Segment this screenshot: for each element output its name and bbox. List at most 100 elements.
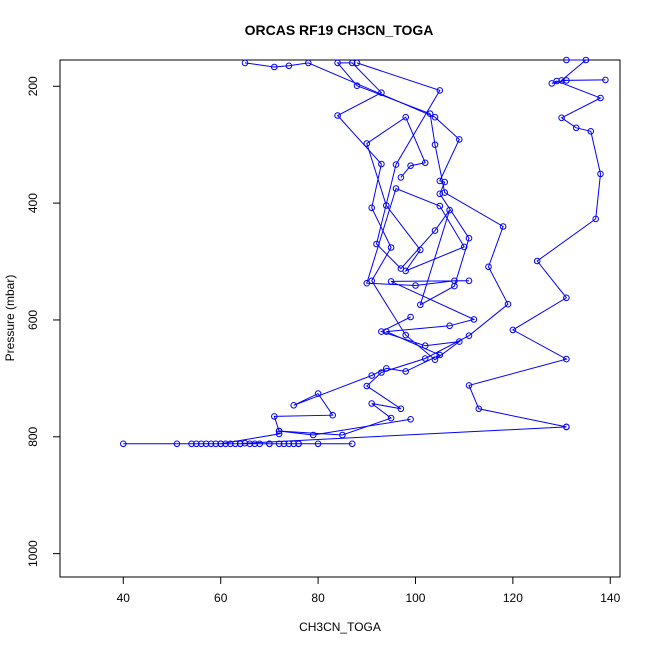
- data-point: [563, 355, 570, 363]
- y-axis: 200 400 600 800 1000: [26, 76, 61, 567]
- data-point: [246, 440, 254, 448]
- series-layer: [120, 56, 609, 448]
- data-point: [227, 440, 234, 448]
- x-tick-label: 140: [600, 591, 620, 605]
- data-point: [348, 440, 356, 448]
- data-point: [421, 355, 429, 362]
- data-point: [431, 113, 439, 121]
- data-point: [417, 246, 424, 254]
- y-tick-label: 600: [26, 310, 40, 330]
- data-point: [407, 416, 414, 423]
- data-point: [271, 413, 278, 420]
- data-point: [572, 124, 580, 132]
- data-point: [309, 431, 317, 439]
- data-point: [563, 423, 570, 431]
- series-line: [468, 59, 606, 428]
- data-point: [334, 112, 341, 119]
- data-point: [232, 440, 239, 448]
- data-point: [402, 113, 410, 121]
- data-point: [597, 170, 604, 178]
- data-point: [222, 440, 229, 448]
- data-point: [417, 301, 424, 309]
- data-point: [353, 82, 361, 89]
- data-point: [290, 440, 298, 448]
- data-point: [339, 431, 346, 439]
- x-tick-label: 120: [503, 591, 523, 605]
- data-point: [202, 440, 210, 448]
- data-point: [251, 440, 259, 448]
- data-point: [499, 223, 507, 230]
- data-point: [193, 440, 200, 448]
- data-point: [266, 440, 273, 448]
- data-point: [602, 76, 609, 84]
- data-point: [582, 56, 590, 64]
- data-point: [456, 136, 463, 143]
- y-tick-label: 800: [26, 426, 40, 446]
- data-point: [378, 160, 385, 168]
- data-point: [446, 206, 453, 214]
- data-point: [407, 162, 414, 169]
- data-point: [563, 56, 570, 64]
- data-point: [290, 402, 298, 409]
- data-point: [485, 263, 492, 271]
- data-point: [241, 59, 249, 67]
- data-point: [558, 77, 565, 84]
- data-point: [363, 140, 371, 147]
- data-point: [533, 257, 541, 265]
- x-tick-label: 40: [117, 591, 131, 605]
- series-2: [241, 59, 473, 309]
- data-point: [295, 440, 302, 448]
- x-axis-label: CH3CN_TOGA: [299, 620, 381, 634]
- data-point: [402, 267, 410, 275]
- data-point: [348, 59, 356, 67]
- y-tick-label: 200: [26, 76, 40, 96]
- data-point: [465, 277, 473, 285]
- data-point: [285, 440, 293, 448]
- y-tick-label: 400: [26, 193, 40, 213]
- data-point: [563, 294, 570, 302]
- data-point: [431, 141, 439, 148]
- series-3: [271, 113, 478, 439]
- y-axis-label: Pressure (mbar): [3, 275, 17, 362]
- data-point: [383, 365, 390, 372]
- data-point: [363, 279, 371, 287]
- x-tick-label: 60: [214, 591, 228, 605]
- series-4: [465, 56, 609, 431]
- data-point: [456, 338, 463, 345]
- data-point: [256, 440, 264, 448]
- data-point: [470, 316, 478, 323]
- data-point: [363, 382, 371, 390]
- y-tick-label: 1000: [26, 540, 40, 567]
- data-point: [383, 328, 390, 335]
- data-point: [475, 405, 483, 413]
- x-axis: 40 60 80 100 120 140: [117, 576, 621, 605]
- data-point: [392, 185, 400, 192]
- data-point: [402, 331, 410, 339]
- data-point: [217, 440, 224, 448]
- data-point: [558, 114, 565, 122]
- data-point: [597, 94, 604, 102]
- data-point: [207, 440, 215, 448]
- data-point: [271, 63, 278, 71]
- data-point: [387, 278, 395, 285]
- series-1: [120, 59, 570, 448]
- data-point: [383, 202, 390, 209]
- data-point: [407, 313, 414, 321]
- data-point: [412, 282, 419, 289]
- data-point: [436, 190, 444, 198]
- data-point: [509, 326, 517, 334]
- data-point: [431, 227, 439, 234]
- x-tick-label: 80: [311, 591, 325, 605]
- data-point: [236, 440, 244, 448]
- data-point: [587, 128, 595, 135]
- series-line: [123, 62, 567, 445]
- data-point: [451, 277, 458, 285]
- series-line: [244, 62, 470, 306]
- data-point: [275, 440, 283, 448]
- data-point: [392, 161, 400, 168]
- data-point: [421, 159, 429, 167]
- data-point: [368, 204, 376, 212]
- data-point: [563, 77, 570, 84]
- data-point: [241, 439, 249, 447]
- data-point: [592, 215, 600, 223]
